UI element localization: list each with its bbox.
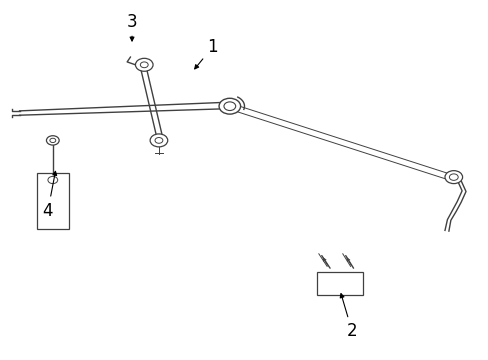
Circle shape bbox=[444, 171, 462, 184]
Circle shape bbox=[224, 102, 235, 111]
Text: 2: 2 bbox=[340, 294, 357, 340]
Bar bbox=[37, 173, 68, 229]
Text: 1: 1 bbox=[194, 38, 218, 69]
Circle shape bbox=[155, 138, 163, 143]
Circle shape bbox=[135, 58, 153, 71]
Circle shape bbox=[219, 98, 240, 114]
Circle shape bbox=[48, 176, 58, 184]
Bar bbox=[316, 272, 362, 295]
Text: 3: 3 bbox=[126, 13, 137, 41]
Circle shape bbox=[46, 136, 59, 145]
Text: 4: 4 bbox=[42, 171, 57, 220]
Circle shape bbox=[140, 62, 148, 68]
Circle shape bbox=[150, 134, 167, 147]
Circle shape bbox=[448, 174, 457, 180]
